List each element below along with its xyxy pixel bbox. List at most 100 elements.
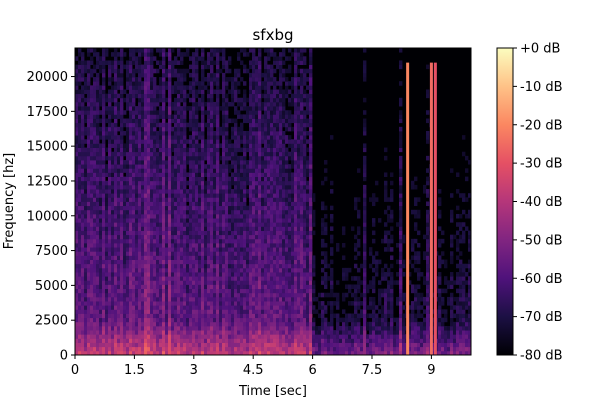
spectrogram-cell	[249, 135, 253, 140]
spectrogram-cell	[192, 242, 196, 248]
spectrogram-cell	[180, 255, 184, 260]
spectrogram-cell	[129, 97, 133, 103]
spectrogram-cell	[81, 89, 85, 95]
spectrogram-cell	[201, 255, 205, 260]
spectrogram-cell	[90, 122, 94, 128]
spectrogram-cell	[216, 230, 220, 236]
spectrogram-cell	[213, 172, 217, 178]
spectrogram-cell	[201, 288, 205, 294]
spectrogram-cell	[198, 317, 202, 323]
spectrogram-cell	[207, 276, 211, 281]
spectrogram-cell	[159, 130, 163, 136]
spectrogram-cell	[219, 230, 223, 236]
spectrogram-cell	[255, 234, 259, 240]
spectrogram-cell	[177, 106, 181, 111]
spectrogram-cell	[108, 305, 112, 310]
spectrogram-cell	[276, 342, 280, 348]
spectrogram-cell	[123, 118, 127, 124]
spectrogram-cell	[120, 201, 124, 207]
spectrogram-cell	[201, 52, 205, 57]
spectrogram-cell	[144, 267, 148, 273]
spectrogram-cell	[132, 48, 136, 53]
spectrogram-cell	[192, 110, 196, 115]
spectrogram-cell	[240, 197, 244, 202]
spectrogram-cell	[234, 122, 238, 128]
spectrogram-cell	[90, 164, 94, 169]
spectrogram-cell	[165, 317, 169, 323]
spectrogram-cell	[225, 143, 229, 148]
spectrogram-cell	[153, 168, 157, 173]
spectrogram-cell	[150, 330, 154, 335]
spectrogram-cell	[198, 234, 202, 240]
spectrogram-cell	[126, 93, 130, 99]
spectrogram-cell	[288, 255, 292, 260]
spectrogram-cell	[186, 155, 190, 161]
spectrogram-cell	[183, 263, 187, 269]
spectrogram-cell	[270, 81, 274, 86]
spectrogram-cell	[291, 267, 295, 273]
spectrogram-cell	[186, 189, 190, 194]
spectrogram-cell	[156, 226, 160, 231]
spectrogram-cell	[132, 139, 136, 144]
spectrogram-cell	[291, 197, 295, 202]
spectrogram-cell	[282, 151, 286, 157]
spectrogram-cell	[258, 218, 262, 223]
spectrogram-cell	[237, 230, 241, 236]
spectrogram-cell	[204, 301, 208, 306]
spectrogram-cell	[243, 242, 247, 248]
spectrogram-cell	[249, 60, 253, 65]
spectrogram-cell	[276, 338, 280, 343]
spectrogram-cell	[210, 317, 214, 323]
spectrogram-cell	[225, 126, 229, 132]
spectrogram-cell	[81, 325, 85, 331]
spectrogram-cell	[165, 296, 169, 302]
spectrogram-cell	[162, 230, 166, 236]
spectrogram-cell	[99, 155, 103, 161]
spectrogram-cell	[114, 118, 118, 124]
spectrogram-cell	[183, 280, 187, 285]
spectrogram-cell	[261, 180, 265, 186]
spectrogram-cell	[273, 155, 277, 161]
spectrogram-cell	[240, 164, 244, 169]
spectrogram-cell	[81, 263, 85, 269]
spectrogram-cell	[99, 176, 103, 182]
spectrogram-cell	[273, 230, 277, 236]
spectrogram-cell	[147, 139, 151, 144]
spectrogram-cell	[129, 56, 133, 61]
spectrogram-cell	[84, 209, 88, 215]
spectrogram-cell	[285, 255, 289, 260]
spectrogram-cell	[93, 143, 97, 148]
spectrogram-cell	[243, 147, 247, 153]
spectrogram-cell	[90, 313, 94, 319]
spectrogram-cell	[222, 101, 226, 107]
spectrogram-cell	[105, 309, 109, 314]
spectrogram-cell	[171, 72, 175, 78]
spectrogram-cell	[138, 288, 142, 294]
spectrogram-cell	[162, 301, 166, 306]
spectrogram-cell	[126, 342, 130, 348]
spectrogram-cell	[87, 81, 91, 86]
spectrogram-cell	[144, 218, 148, 223]
spectrogram-cell	[291, 189, 295, 194]
spectrogram-cell	[270, 68, 274, 74]
spectrogram-cell	[75, 296, 79, 302]
spectrogram-cell	[243, 296, 247, 302]
spectrogram-cell	[189, 72, 193, 78]
spectrogram-cell	[135, 85, 139, 90]
spectrogram-cell	[192, 97, 196, 103]
spectrogram-cell	[90, 346, 94, 352]
spectrogram-cell	[252, 313, 256, 319]
spectrogram-cell	[243, 288, 247, 294]
spectrogram-cell	[141, 325, 145, 331]
spectrogram-cell	[183, 276, 187, 281]
spectrogram-cell	[267, 201, 271, 207]
spectrogram-cell	[252, 317, 256, 323]
spectrogram-cell	[186, 238, 190, 244]
spectrogram-cell	[288, 238, 292, 244]
spectrogram-cell	[249, 292, 253, 298]
spectrogram-cell	[207, 255, 211, 260]
spectrogram-cell	[210, 222, 214, 227]
spectrogram-cell	[183, 209, 187, 215]
spectrogram-cell	[207, 118, 211, 124]
spectrogram-cell	[147, 342, 151, 348]
